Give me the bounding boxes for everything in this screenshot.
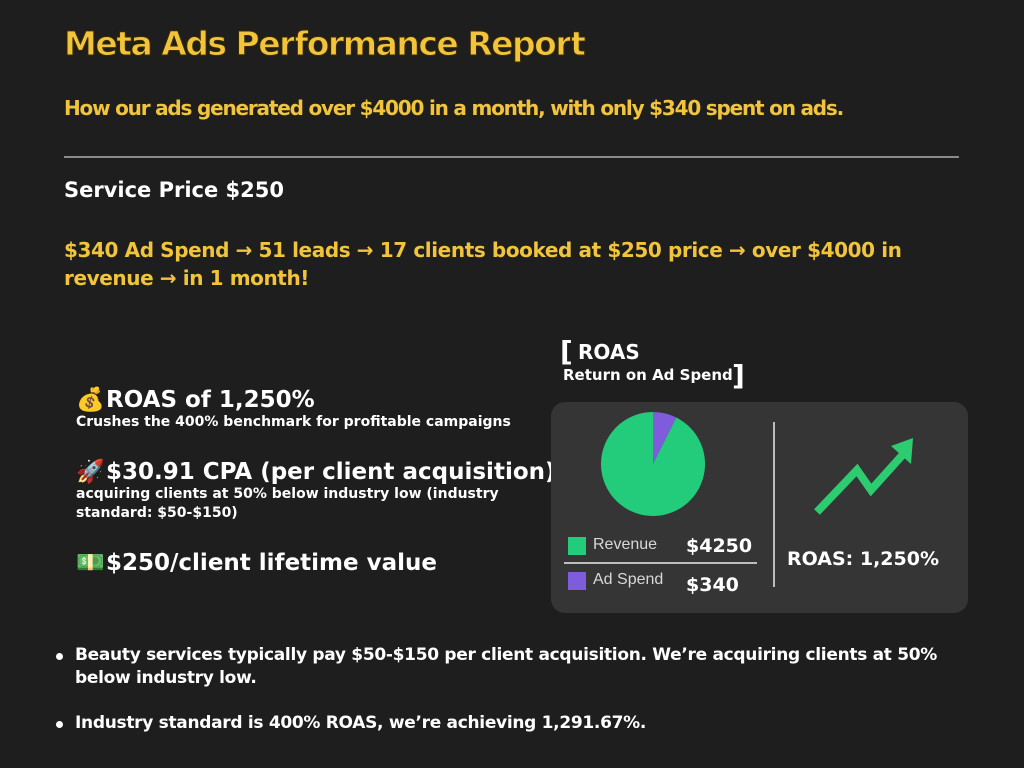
header-divider [64, 156, 959, 158]
metric-roas-detail: Crushes the 400% benchmark for profitabl… [76, 414, 511, 430]
bracket-close: ] [732, 359, 745, 392]
card-vertical-divider [773, 422, 775, 587]
revenue-vs-spend-pie [601, 412, 705, 516]
legend-revenue-value: $4250 [686, 535, 753, 557]
pie-slice-ad-spend [653, 412, 677, 464]
bullet-item: Industry standard is 400% ROAS, we’re ac… [56, 712, 976, 735]
roas-title: ROAS [578, 340, 640, 364]
legend-ad-spend-value: $340 [686, 574, 739, 596]
report-subtitle: How our ads generated over $4000 in a mo… [64, 96, 844, 120]
metric-cpa-headline: $30.91 CPA (per client acquisition) [106, 459, 556, 485]
metric-ltv: 💵$250/client lifetime value [76, 549, 437, 576]
trending-up-arrow-icon [814, 438, 913, 515]
metric-roas-headline: ROAS of 1,250% [106, 387, 315, 413]
service-price: Service Price $250 [64, 178, 285, 202]
legend-ad-spend-swatch [568, 572, 586, 590]
metric-cpa: 🚀$30.91 CPA (per client acquisition) acq… [76, 458, 556, 523]
bracket-open: [ [560, 335, 573, 368]
legend-divider [564, 562, 757, 564]
roas-subtitle: Return on Ad Spend [563, 366, 733, 384]
metric-cpa-detail: acquiring clients at 50% below industry … [76, 486, 499, 521]
rocket-icon: 🚀 [76, 459, 105, 485]
metric-ltv-headline: $250/client lifetime value [106, 550, 437, 576]
metric-roas: 💰ROAS of 1,250% Crushes the 400% benchma… [76, 386, 511, 432]
roas-value: ROAS: 1,250% [787, 548, 940, 570]
dollar-banknote-icon: 💵 [76, 550, 105, 576]
report-title: Meta Ads Performance Report [63, 24, 586, 64]
funnel-summary: $340 Ad Spend → 51 leads → 17 clients bo… [64, 238, 902, 290]
roas-card: Revenue $4250 Ad Spend $340 ROAS: 1,250% [551, 402, 968, 613]
legend-ad-spend-label: Ad Spend [593, 571, 664, 588]
bullet-item: Beauty services typically pay $50-$150 p… [56, 644, 976, 690]
legend-revenue-label: Revenue [593, 536, 658, 553]
money-bag-icon: 💰 [76, 387, 105, 413]
pie-slice-revenue [601, 412, 705, 516]
legend-revenue-swatch [568, 537, 586, 555]
bullet-list: Beauty services typically pay $50-$150 p… [56, 644, 976, 735]
